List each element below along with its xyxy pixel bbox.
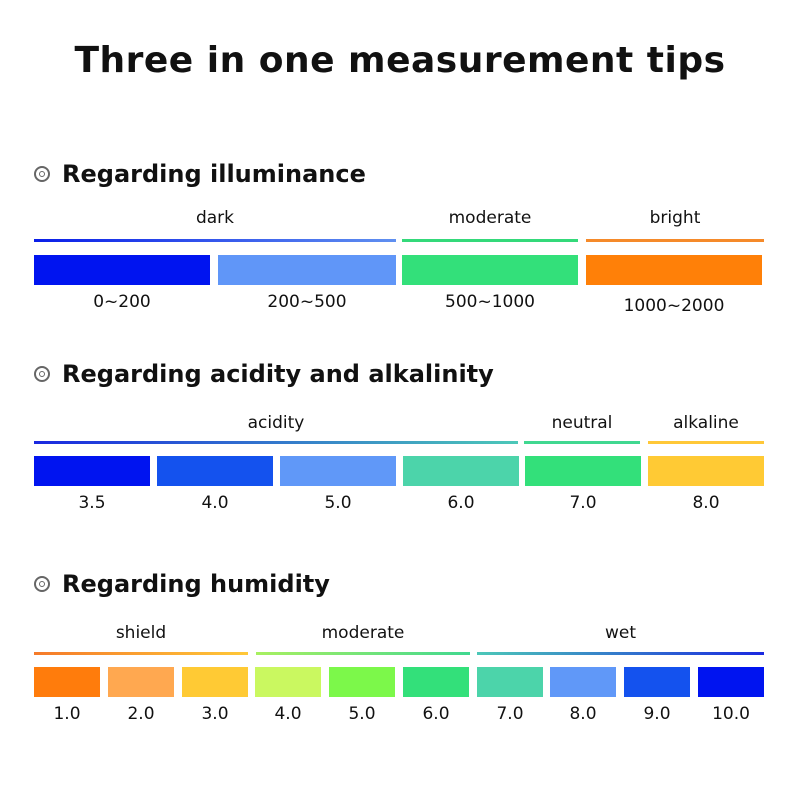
section-heading-humidity: Regarding humidity bbox=[34, 570, 330, 598]
swatch-value: 9.0 bbox=[643, 704, 671, 724]
swatch-value: 7.0 bbox=[569, 493, 597, 513]
group-label: acidity bbox=[247, 413, 305, 433]
swatch-value: 3.0 bbox=[201, 704, 229, 724]
group-line bbox=[648, 441, 764, 444]
swatch-5-0 bbox=[280, 456, 396, 486]
swatch-value: 6.0 bbox=[447, 493, 475, 513]
page-title: Three in one measurement tips bbox=[74, 40, 726, 81]
group-line bbox=[524, 441, 640, 444]
swatch-value: 7.0 bbox=[496, 704, 524, 724]
swatch-value: 4.0 bbox=[274, 704, 302, 724]
group-line bbox=[402, 239, 578, 242]
group-label: moderate bbox=[321, 623, 405, 643]
swatch-3-5 bbox=[34, 456, 150, 486]
group-line bbox=[34, 652, 248, 655]
swatch-2-0 bbox=[108, 667, 174, 697]
group-label: alkaline bbox=[673, 413, 739, 433]
group-label: bright bbox=[649, 208, 701, 228]
swatch-10-0 bbox=[698, 667, 764, 697]
swatch-value: 1.0 bbox=[53, 704, 81, 724]
swatch-value: 2.0 bbox=[127, 704, 155, 724]
swatch-8-0 bbox=[550, 667, 616, 697]
swatch-value: 5.0 bbox=[324, 493, 352, 513]
swatch-value: 500~1000 bbox=[445, 292, 535, 312]
swatch-value: 4.0 bbox=[201, 493, 229, 513]
swatch-4-0 bbox=[157, 456, 273, 486]
circle-bullet-icon bbox=[34, 366, 50, 382]
swatch-value: 6.0 bbox=[422, 704, 450, 724]
illuminance-scale: dark moderate bright 0~200 200~500 500~1… bbox=[34, 205, 764, 316]
swatch-1000-2000 bbox=[586, 255, 762, 285]
group-label: wet bbox=[604, 623, 637, 643]
section-heading-acidity: Regarding acidity and alkalinity bbox=[34, 360, 494, 388]
group-line bbox=[256, 652, 470, 655]
humidity-scale: shield moderate wet 1.0 2.0 3.0 4.0 5.0 … bbox=[34, 620, 764, 730]
swatch-9-0 bbox=[624, 667, 690, 697]
group-label: shield bbox=[115, 623, 167, 643]
swatch-7-0 bbox=[525, 456, 641, 486]
swatch-value: 10.0 bbox=[712, 704, 750, 724]
group-line bbox=[34, 441, 518, 444]
group-line bbox=[34, 239, 396, 242]
swatch-1-0 bbox=[34, 667, 100, 697]
swatch-value: 200~500 bbox=[267, 292, 347, 312]
swatch-500-1000 bbox=[402, 255, 578, 285]
group-label: dark bbox=[195, 208, 235, 228]
swatch-5-0 bbox=[329, 667, 395, 697]
swatch-4-0 bbox=[255, 667, 321, 697]
section-title: Regarding humidity bbox=[62, 570, 330, 598]
swatch-200-500 bbox=[218, 255, 396, 285]
section-heading-illuminance: Regarding illuminance bbox=[34, 160, 366, 188]
section-title: Regarding acidity and alkalinity bbox=[62, 360, 494, 388]
swatch-0-200 bbox=[34, 255, 210, 285]
swatch-value: 3.5 bbox=[78, 493, 106, 513]
swatch-3-0 bbox=[182, 667, 248, 697]
swatch-value: 5.0 bbox=[348, 704, 376, 724]
circle-bullet-icon bbox=[34, 576, 50, 592]
acidity-scale: acidity neutral alkaline 3.5 4.0 5.0 6.0… bbox=[34, 410, 764, 520]
group-line bbox=[477, 652, 764, 655]
swatch-value: 8.0 bbox=[569, 704, 597, 724]
group-label: moderate bbox=[448, 208, 532, 228]
group-line bbox=[586, 239, 764, 242]
swatch-6-0 bbox=[403, 667, 469, 697]
swatch-7-0 bbox=[477, 667, 543, 697]
swatch-value: 1000~2000 bbox=[623, 296, 725, 316]
swatch-8-0 bbox=[648, 456, 764, 486]
swatch-value: 8.0 bbox=[692, 493, 720, 513]
section-title: Regarding illuminance bbox=[62, 160, 366, 188]
circle-bullet-icon bbox=[34, 166, 50, 182]
swatch-value: 0~200 bbox=[93, 292, 151, 312]
group-label: neutral bbox=[551, 413, 613, 433]
swatch-6-0 bbox=[403, 456, 519, 486]
